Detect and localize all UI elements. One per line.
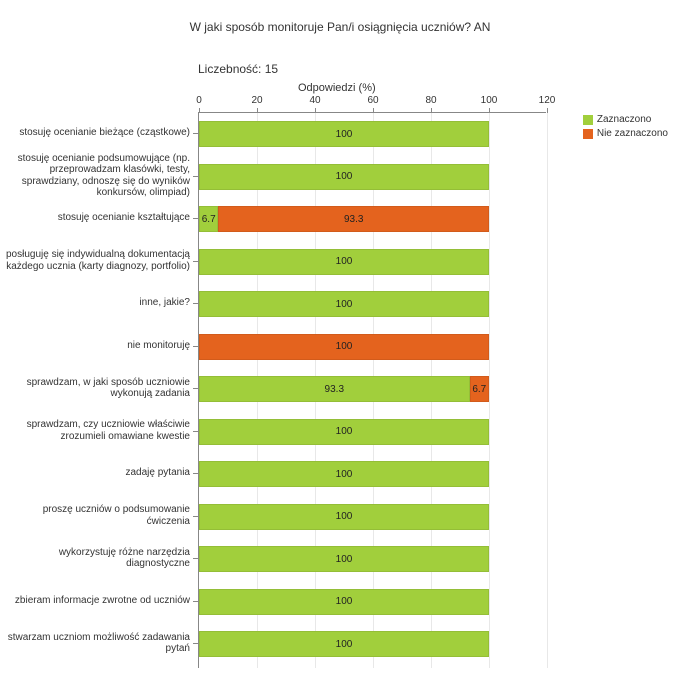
- bar-row: 100: [199, 334, 546, 360]
- plot-area: 0204060801001201001006.793.310010010093.…: [198, 112, 546, 668]
- bar-row: 6.7 93.3: [199, 206, 546, 232]
- bar-value-label: 100: [336, 171, 353, 182]
- y-tick: [193, 176, 198, 177]
- bar-row: 93.3 6.7: [199, 376, 546, 402]
- legend-swatch: [583, 115, 593, 125]
- legend-swatch: [583, 129, 593, 139]
- bar-segment: 100: [199, 121, 489, 147]
- legend-label: Zaznaczono: [597, 114, 651, 125]
- bar-segment: 100: [199, 589, 489, 615]
- bar-segment: 100: [199, 419, 489, 445]
- y-category-label: zadaję pytania: [0, 467, 190, 479]
- y-tick: [193, 218, 198, 219]
- x-tick: [257, 108, 258, 113]
- bar-row: 100: [199, 121, 546, 147]
- bar-value-label: 100: [336, 469, 353, 480]
- bar-row: 100: [199, 249, 546, 275]
- x-tick-label: 120: [539, 95, 556, 106]
- x-tick: [373, 108, 374, 113]
- y-category-label: zbieram informacje zwrotne od uczniów: [0, 595, 190, 607]
- legend-item: Nie zaznaczono: [583, 128, 668, 139]
- x-tick: [431, 108, 432, 113]
- y-category-label: wykorzystuję różne narzędzia diagnostycz…: [0, 547, 190, 570]
- bar-value-label: 100: [336, 299, 353, 310]
- y-tick: [193, 601, 198, 602]
- y-tick: [193, 261, 198, 262]
- bar-row: 100: [199, 164, 546, 190]
- legend-item: Zaznaczono: [583, 114, 668, 125]
- y-tick: [193, 133, 198, 134]
- bar-segment: 93.3: [218, 206, 489, 232]
- y-category-label: inne, jakie?: [0, 297, 190, 309]
- y-tick: [193, 303, 198, 304]
- legend: Zaznaczono Nie zaznaczono: [583, 114, 668, 142]
- chart-subtitle: Liczebność: 15: [198, 62, 278, 76]
- bar-segment: 100: [199, 461, 489, 487]
- y-tick: [193, 431, 198, 432]
- x-tick-label: 80: [425, 95, 436, 106]
- bar-segment: 100: [199, 334, 489, 360]
- y-tick: [193, 473, 198, 474]
- bar-segment: 100: [199, 164, 489, 190]
- bar-segment: 100: [199, 546, 489, 572]
- bar-row: 100: [199, 631, 546, 657]
- x-tick-label: 20: [251, 95, 262, 106]
- bar-segment: 100: [199, 631, 489, 657]
- y-tick: [193, 643, 198, 644]
- x-axis-label: Odpowiedzi (%): [298, 82, 376, 94]
- bar-segment: 6.7: [199, 206, 218, 232]
- y-category-label: stosuję ocenianie kształtujące: [0, 212, 190, 224]
- y-category-label: stosuję ocenianie podsumowujące (np. prz…: [0, 153, 190, 199]
- bar-segment: 100: [199, 504, 489, 530]
- y-tick: [193, 558, 198, 559]
- y-tick: [193, 516, 198, 517]
- bar-value-label: 93.3: [325, 384, 344, 395]
- bar-segment: 6.7: [470, 376, 489, 402]
- bar-value-label: 100: [336, 554, 353, 565]
- y-category-label: proszę uczniów o podsumowanie ćwiczenia: [0, 504, 190, 527]
- y-category-label: nie monitoruję: [0, 340, 190, 352]
- legend-label: Nie zaznaczono: [597, 128, 668, 139]
- x-tick: [199, 108, 200, 113]
- bar-row: 100: [199, 504, 546, 530]
- x-tick-label: 60: [367, 95, 378, 106]
- y-tick: [193, 346, 198, 347]
- bar-row: 100: [199, 291, 546, 317]
- y-category-label: stosuję ocenianie bieżące (cząstkowe): [0, 127, 190, 139]
- bar-value-label: 100: [336, 596, 353, 607]
- x-tick-label: 0: [196, 95, 202, 106]
- bar-segment: 100: [199, 249, 489, 275]
- y-category-label: sprawdzam, czy uczniowie właściwie zrozu…: [0, 419, 190, 442]
- bar-row: 100: [199, 546, 546, 572]
- x-tick: [315, 108, 316, 113]
- bar-row: 100: [199, 461, 546, 487]
- x-tick: [489, 108, 490, 113]
- bar-value-label: 6.7: [202, 214, 216, 225]
- bar-value-label: 93.3: [344, 214, 363, 225]
- y-tick: [193, 388, 198, 389]
- y-category-label: sprawdzam, w jaki sposób uczniowie wykon…: [0, 377, 190, 400]
- chart-title: W jaki sposób monitoruje Pan/i osiągnięc…: [0, 0, 680, 34]
- x-tick-label: 100: [481, 95, 498, 106]
- bar-value-label: 100: [336, 511, 353, 522]
- bar-value-label: 100: [336, 639, 353, 650]
- bar-segment: 93.3: [199, 376, 470, 402]
- bar-value-label: 6.7: [472, 384, 486, 395]
- bar-row: 100: [199, 589, 546, 615]
- bar-row: 100: [199, 419, 546, 445]
- gridline: [547, 113, 548, 668]
- bar-value-label: 100: [336, 426, 353, 437]
- bar-value-label: 100: [336, 341, 353, 352]
- x-tick-label: 40: [309, 95, 320, 106]
- y-category-label: stwarzam uczniom możliwość zadawania pyt…: [0, 632, 190, 655]
- bar-value-label: 100: [336, 256, 353, 267]
- x-tick: [547, 108, 548, 113]
- bar-value-label: 100: [336, 129, 353, 140]
- y-category-label: posługuję się indywidualną dokumentacją …: [0, 249, 190, 272]
- bar-segment: 100: [199, 291, 489, 317]
